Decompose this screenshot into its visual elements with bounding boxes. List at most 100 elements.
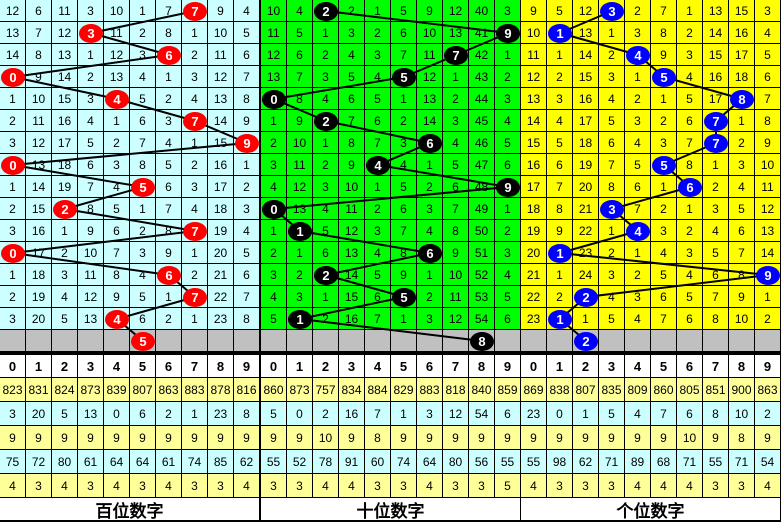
- stat-cell: 55: [703, 450, 729, 474]
- miss-count-cell: 1: [78, 44, 104, 66]
- digit-header: 1: [26, 355, 52, 378]
- blue-ball: 1: [548, 23, 572, 43]
- miss-count-cell: 2: [234, 176, 260, 198]
- miss-count-cell: 9: [547, 220, 573, 242]
- miss-count-cell: 3: [182, 66, 208, 88]
- miss-count-cell: 3: [0, 132, 26, 154]
- stat-cell: 4: [755, 474, 781, 498]
- stat-cell: 9: [391, 426, 417, 450]
- miss-count-cell: 20: [573, 176, 599, 198]
- stat-cell: 3: [261, 474, 287, 498]
- miss-count-cell: 2: [495, 220, 521, 242]
- blue-ball: 9: [756, 265, 780, 285]
- red-ball: 3: [79, 23, 103, 43]
- miss-count-cell: 6: [703, 264, 729, 286]
- miss-count-cell: 13: [26, 154, 52, 176]
- miss-count-cell: 9: [521, 0, 547, 22]
- miss-count-cell: 4: [234, 220, 260, 242]
- miss-count-cell: 1: [391, 308, 417, 330]
- miss-count-cell: 6: [677, 308, 703, 330]
- stat-cell: 3: [0, 402, 26, 426]
- digit-header: 8: [469, 355, 495, 378]
- miss-count-cell: 2: [417, 176, 443, 198]
- miss-count-cell: 3: [313, 66, 339, 88]
- miss-count-cell: 11: [104, 22, 130, 44]
- stat-cell: 9: [182, 426, 208, 450]
- miss-count-cell: 10: [417, 22, 443, 44]
- miss-count-cell: 15: [339, 286, 365, 308]
- miss-count-cell: 9: [208, 0, 234, 22]
- miss-count-cell: 10: [78, 242, 104, 264]
- stat-cell: 860: [261, 378, 287, 402]
- miss-count-cell: 5: [703, 242, 729, 264]
- stat-cell: 829: [391, 378, 417, 402]
- stat-cell: 9: [208, 426, 234, 450]
- stat-cell: 840: [469, 378, 495, 402]
- miss-count-cell: 2: [182, 44, 208, 66]
- miss-count-cell: 4: [339, 44, 365, 66]
- blue-ball: 1: [548, 243, 572, 263]
- miss-count-cell: 2: [313, 44, 339, 66]
- miss-count-cell: 3: [703, 198, 729, 220]
- stat-cell: 9: [755, 426, 781, 450]
- digit-header: 0: [261, 355, 287, 378]
- red-ball: 7: [183, 111, 207, 131]
- black-ball: 8: [470, 331, 494, 351]
- miss-count-cell: 2: [599, 44, 625, 66]
- stat-cell: 2: [755, 402, 781, 426]
- miss-count-cell: 12: [573, 0, 599, 22]
- stat-cell: 9: [156, 426, 182, 450]
- miss-count-cell: 11: [339, 198, 365, 220]
- miss-count-cell: 18: [52, 154, 78, 176]
- pending-row-cell: [0, 330, 26, 352]
- miss-count-cell: 22: [521, 286, 547, 308]
- miss-count-cell: 3: [234, 198, 260, 220]
- miss-count-cell: 13: [104, 66, 130, 88]
- miss-count-cell: 5: [234, 242, 260, 264]
- miss-count-cell: 9: [651, 44, 677, 66]
- stat-cell: 818: [443, 378, 469, 402]
- stat-cell: 5: [495, 474, 521, 498]
- stat-cell: 823: [0, 378, 26, 402]
- miss-count-cell: 4: [755, 22, 781, 44]
- miss-count-cell: 1: [547, 264, 573, 286]
- stat-cell: 9: [573, 426, 599, 450]
- digit-header: 3: [599, 355, 625, 378]
- miss-count-cell: 14: [52, 66, 78, 88]
- miss-count-cell: 5: [599, 308, 625, 330]
- stat-cell: 4: [625, 402, 651, 426]
- miss-count-cell: 51: [469, 242, 495, 264]
- pending-row-cell: [287, 330, 313, 352]
- miss-count-cell: 7: [391, 44, 417, 66]
- miss-count-cell: 2: [261, 242, 287, 264]
- miss-count-cell: 4: [677, 66, 703, 88]
- stat-cell: 835: [599, 378, 625, 402]
- miss-count-cell: 4: [234, 0, 260, 22]
- miss-count-cell: 3: [391, 132, 417, 154]
- miss-count-cell: 14: [755, 242, 781, 264]
- black-ball: 9: [496, 177, 520, 197]
- miss-count-cell: 1: [417, 264, 443, 286]
- miss-count-cell: 43: [469, 66, 495, 88]
- miss-count-cell: 2: [339, 0, 365, 22]
- stat-cell: 75: [0, 450, 26, 474]
- miss-count-cell: 3: [130, 44, 156, 66]
- miss-count-cell: 3: [261, 154, 287, 176]
- miss-count-cell: 1: [182, 132, 208, 154]
- miss-count-cell: 6: [391, 22, 417, 44]
- miss-count-cell: 15: [729, 0, 755, 22]
- stat-cell: 4: [417, 474, 443, 498]
- miss-count-cell: 1: [599, 22, 625, 44]
- miss-count-cell: 3: [625, 286, 651, 308]
- digit-header: 9: [234, 355, 260, 378]
- stat-cell: 71: [599, 450, 625, 474]
- miss-count-cell: 5: [130, 88, 156, 110]
- miss-count-cell: 8: [651, 22, 677, 44]
- stat-cell: 62: [234, 450, 260, 474]
- blue-ball: 3: [600, 199, 624, 219]
- miss-count-cell: 5: [261, 308, 287, 330]
- miss-count-cell: 49: [469, 198, 495, 220]
- miss-count-cell: 12: [443, 0, 469, 22]
- miss-count-cell: 8: [755, 110, 781, 132]
- miss-count-cell: 7: [234, 66, 260, 88]
